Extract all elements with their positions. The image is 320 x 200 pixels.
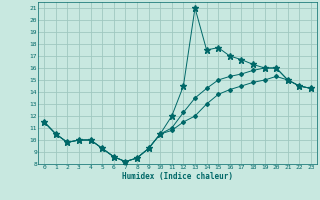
X-axis label: Humidex (Indice chaleur): Humidex (Indice chaleur) bbox=[122, 172, 233, 181]
